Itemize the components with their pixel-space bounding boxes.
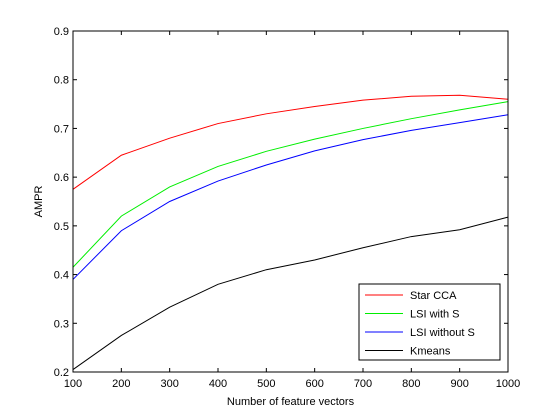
legend: Star CCA LSI with S LSI without S Kmeans <box>358 283 501 361</box>
x-tick-label: 900 <box>450 378 468 390</box>
legend-entry-label: LSI without S <box>410 327 475 339</box>
x-tick-label: 1000 <box>496 378 520 390</box>
x-tick-label: 600 <box>305 378 323 390</box>
x-tick-label: 500 <box>257 378 275 390</box>
series-line-3 <box>72 114 509 280</box>
ticks-layer: 100 200 300 400 500 600 700 800 900 1000 0.2 0.3 0.4… <box>54 26 521 390</box>
plot-frame <box>72 30 509 373</box>
series-line-2 <box>72 101 509 268</box>
legend-entry-label: Star CCA <box>410 290 457 302</box>
y-tick-label: 0.3 <box>54 318 69 330</box>
x-tick-label: 200 <box>112 378 130 390</box>
y-tick-label: 0.7 <box>54 123 69 135</box>
y-tick-label: 0.2 <box>54 367 69 379</box>
legend-entry-label: LSI with S <box>410 309 460 321</box>
y-tick-label: 0.4 <box>54 270 69 282</box>
x-tick-label: 800 <box>402 378 420 390</box>
series-layer <box>72 94 509 370</box>
x-tick-label: 700 <box>354 378 372 390</box>
y-tick-label: 0.9 <box>54 26 69 38</box>
series-line-4 <box>72 216 509 370</box>
x-tick-label: 300 <box>160 378 178 390</box>
y-tick-label: 0.5 <box>54 221 69 233</box>
series-line-1 <box>72 94 509 190</box>
x-tick-label: 400 <box>209 378 227 390</box>
legend-box <box>358 283 501 361</box>
legend-entry-label: Kmeans <box>410 346 451 358</box>
x-axis-label: Number of feature vectors <box>227 396 355 408</box>
x-tick-label: 100 <box>64 378 82 390</box>
y-tick-label: 0.6 <box>54 172 69 184</box>
y-axis-label: AMPR <box>33 186 45 218</box>
y-tick-label: 0.8 <box>54 75 69 87</box>
